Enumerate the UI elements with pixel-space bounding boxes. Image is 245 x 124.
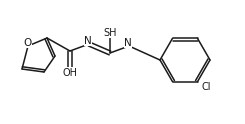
Text: SH: SH — [103, 28, 117, 37]
Text: Cl: Cl — [202, 82, 211, 92]
Text: O: O — [23, 37, 31, 47]
Text: N: N — [84, 35, 92, 46]
Text: N: N — [124, 37, 132, 47]
Text: OH: OH — [62, 67, 77, 78]
